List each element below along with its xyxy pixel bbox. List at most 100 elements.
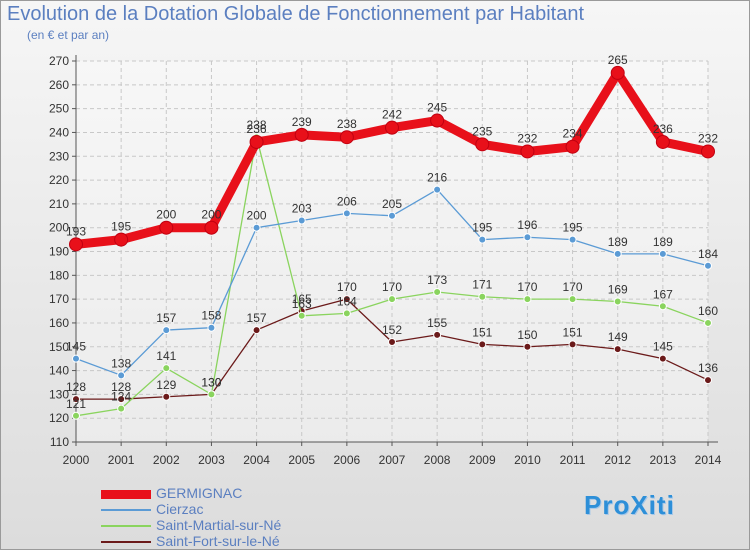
data-label: 164 (337, 294, 357, 308)
data-label: 234 (563, 127, 583, 141)
data-point (114, 232, 129, 247)
x-tick-label: 2003 (198, 453, 225, 467)
y-tick-label: 210 (49, 197, 69, 211)
x-tick-label: 2011 (560, 453, 586, 467)
data-label: 196 (517, 218, 537, 232)
data-label: 265 (608, 53, 628, 67)
data-point (159, 220, 174, 235)
data-point (385, 120, 399, 135)
data-label: 245 (427, 101, 447, 115)
y-tick-label: 240 (49, 125, 69, 139)
data-point (342, 295, 351, 304)
data-point (297, 311, 306, 320)
data-label: 128 (66, 380, 86, 394)
data-point (162, 364, 171, 373)
x-tick-label: 2009 (469, 453, 496, 467)
legend-swatch (101, 489, 151, 499)
data-point (433, 287, 442, 296)
data-point (658, 354, 667, 363)
data-point (252, 223, 261, 232)
x-tick-label: 2012 (604, 453, 631, 467)
y-tick-label: 200 (49, 221, 69, 235)
data-label: 242 (382, 108, 402, 122)
data-point (478, 235, 487, 244)
data-point (613, 297, 622, 306)
legend-swatch (101, 541, 151, 543)
data-point (704, 318, 712, 327)
data-point (565, 139, 580, 154)
y-tick-label: 250 (49, 102, 69, 116)
y-tick-label: 260 (49, 78, 69, 92)
data-point (388, 295, 396, 304)
data-label: 200 (201, 208, 221, 222)
data-point (433, 185, 442, 194)
data-point (117, 371, 126, 380)
data-label: 136 (698, 361, 718, 375)
data-label: 167 (653, 287, 673, 301)
data-label: 170 (337, 280, 357, 294)
y-tick-label: 140 (49, 364, 69, 378)
data-point (207, 390, 216, 399)
data-point (658, 302, 667, 311)
y-tick-label: 130 (49, 387, 69, 401)
data-point (613, 345, 622, 354)
data-point (162, 326, 171, 335)
x-tick-label: 2008 (424, 453, 451, 467)
data-label: 155 (427, 316, 447, 330)
data-point (478, 340, 487, 349)
x-tick-label: 2013 (650, 453, 677, 467)
chart-subtitle: (en € et par an) (27, 28, 110, 42)
data-label: 145 (66, 340, 86, 354)
data-point (523, 342, 532, 351)
data-point (388, 337, 396, 346)
x-tick-label: 2014 (695, 453, 722, 467)
data-label: 239 (292, 115, 312, 129)
data-label: 138 (111, 356, 131, 370)
data-label: 151 (563, 325, 583, 339)
data-label: 129 (156, 378, 176, 392)
data-label: 195 (472, 221, 492, 235)
data-label: 236 (653, 122, 673, 136)
legend-label: Saint-Fort-sur-le-Né (156, 533, 280, 549)
x-tick-label: 2004 (243, 453, 270, 467)
y-tick-label: 230 (49, 149, 69, 163)
legend-swatch (101, 509, 151, 511)
data-label: 170 (563, 280, 583, 294)
y-tick-label: 160 (49, 316, 69, 330)
data-label: 189 (653, 235, 673, 249)
data-label: 205 (382, 197, 402, 211)
data-label: 170 (517, 280, 537, 294)
data-label: 232 (698, 131, 718, 145)
data-point (388, 211, 396, 220)
data-point (568, 340, 577, 349)
data-point (520, 144, 535, 159)
data-point (701, 144, 715, 159)
data-label: 232 (517, 131, 537, 145)
data-label: 130 (201, 375, 221, 389)
x-tick-label: 2006 (334, 453, 361, 467)
data-label: 236 (247, 122, 267, 136)
data-point (610, 65, 625, 80)
data-label: 189 (608, 235, 628, 249)
y-tick-label: 170 (49, 292, 69, 306)
data-point (568, 295, 577, 304)
data-point (117, 395, 126, 404)
data-label: 171 (472, 278, 492, 292)
data-point (704, 261, 712, 270)
data-point (339, 130, 354, 145)
data-label: 130 (201, 375, 221, 389)
data-label: 200 (247, 209, 267, 223)
legend-swatch (101, 525, 151, 527)
data-point (207, 323, 216, 332)
data-label: 170 (382, 280, 402, 294)
data-label: 157 (156, 311, 176, 325)
chart-title: Evolution de la Dotation Globale de Fonc… (7, 3, 585, 25)
data-point (613, 249, 622, 258)
y-tick-label: 120 (49, 411, 69, 425)
data-label: 173 (427, 273, 447, 287)
data-point (204, 220, 219, 235)
data-point (342, 209, 351, 218)
data-label: 158 (201, 309, 221, 323)
data-label: 195 (563, 221, 583, 235)
data-label: 193 (66, 224, 86, 238)
